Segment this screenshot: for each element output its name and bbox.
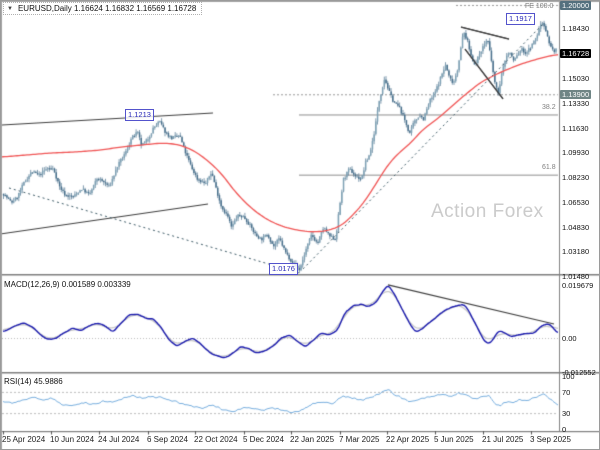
macd-axis-label: -0.012552 — [562, 368, 596, 377]
macd-axis-label: 0.019679 — [562, 281, 594, 290]
rsi-axis-label: 0 — [562, 425, 567, 434]
dropdown-icon[interactable]: ▼ — [7, 5, 13, 12]
price-axis-label: 1.20000 — [560, 1, 592, 10]
price-axis-label: 1.11630 — [562, 124, 589, 133]
symbol-title: EURUSD,Daily 1.16624 1.16832 1.16569 1.1… — [17, 4, 197, 13]
time-axis-label: 3 Sep 2025 — [530, 435, 571, 444]
fibonacci-label: FE 100.0 — [525, 3, 554, 10]
symbol-title-box[interactable]: ▼ EURUSD,Daily 1.16624 1.16832 1.16569 1… — [3, 2, 203, 15]
price-axis-label: 1.06530 — [562, 198, 590, 207]
time-axis-label: 21 Jul 2025 — [482, 435, 524, 444]
rsi-indicator-label: RSI(14) 45.9886 — [4, 377, 63, 386]
rsi-axis-label: 100 — [562, 372, 575, 381]
time-axis-label: 5 Jun 2025 — [434, 435, 474, 444]
macd-indicator-label: MACD(12,26,9) 0.001589 0.003339 — [4, 280, 131, 289]
watermark: Action Forex — [431, 201, 544, 222]
price-axis-label: 1.01480 — [562, 272, 590, 281]
price-axis-label: 1.13330 — [562, 99, 590, 108]
price-axis-label: 1.16728 — [560, 49, 592, 58]
time-axis-label: 10 Jun 2024 — [50, 435, 95, 444]
fibonacci-label: 38.2 — [542, 104, 556, 111]
price-axis-label: 1.18430 — [562, 24, 590, 33]
price-axis-label: 1.08230 — [562, 173, 590, 182]
price-axis-label: 1.13900 — [560, 90, 592, 99]
rsi-axis-label: 70 — [562, 388, 571, 397]
price-axis-label: 1.03180 — [562, 247, 590, 256]
swing-price-label: 1.1917 — [506, 13, 535, 25]
time-axis-label: 22 Oct 2024 — [194, 435, 238, 444]
time-axis-label: 24 Jul 2024 — [98, 435, 140, 444]
fibonacci-label: 61.8 — [542, 164, 556, 171]
price-axis-label: 1.09930 — [562, 148, 590, 157]
swing-price-label: 1.0176 — [269, 263, 298, 275]
rsi-axis-label: 30 — [562, 409, 571, 418]
time-axis-label: 22 Jan 2025 — [290, 435, 335, 444]
macd-axis-label: 0.00 — [562, 334, 577, 343]
time-axis-label: 7 Mar 2025 — [339, 435, 380, 444]
time-axis-label: 6 Sep 2024 — [147, 435, 188, 444]
price-axis-label: 1.04830 — [562, 223, 590, 232]
time-axis-label: 22 Apr 2025 — [386, 435, 430, 444]
time-axis-label: 5 Dec 2024 — [243, 435, 284, 444]
swing-price-label: 1.1213 — [125, 109, 154, 121]
time-axis-label: 25 Apr 2024 — [2, 435, 46, 444]
price-axis-label: 1.15030 — [562, 74, 590, 83]
